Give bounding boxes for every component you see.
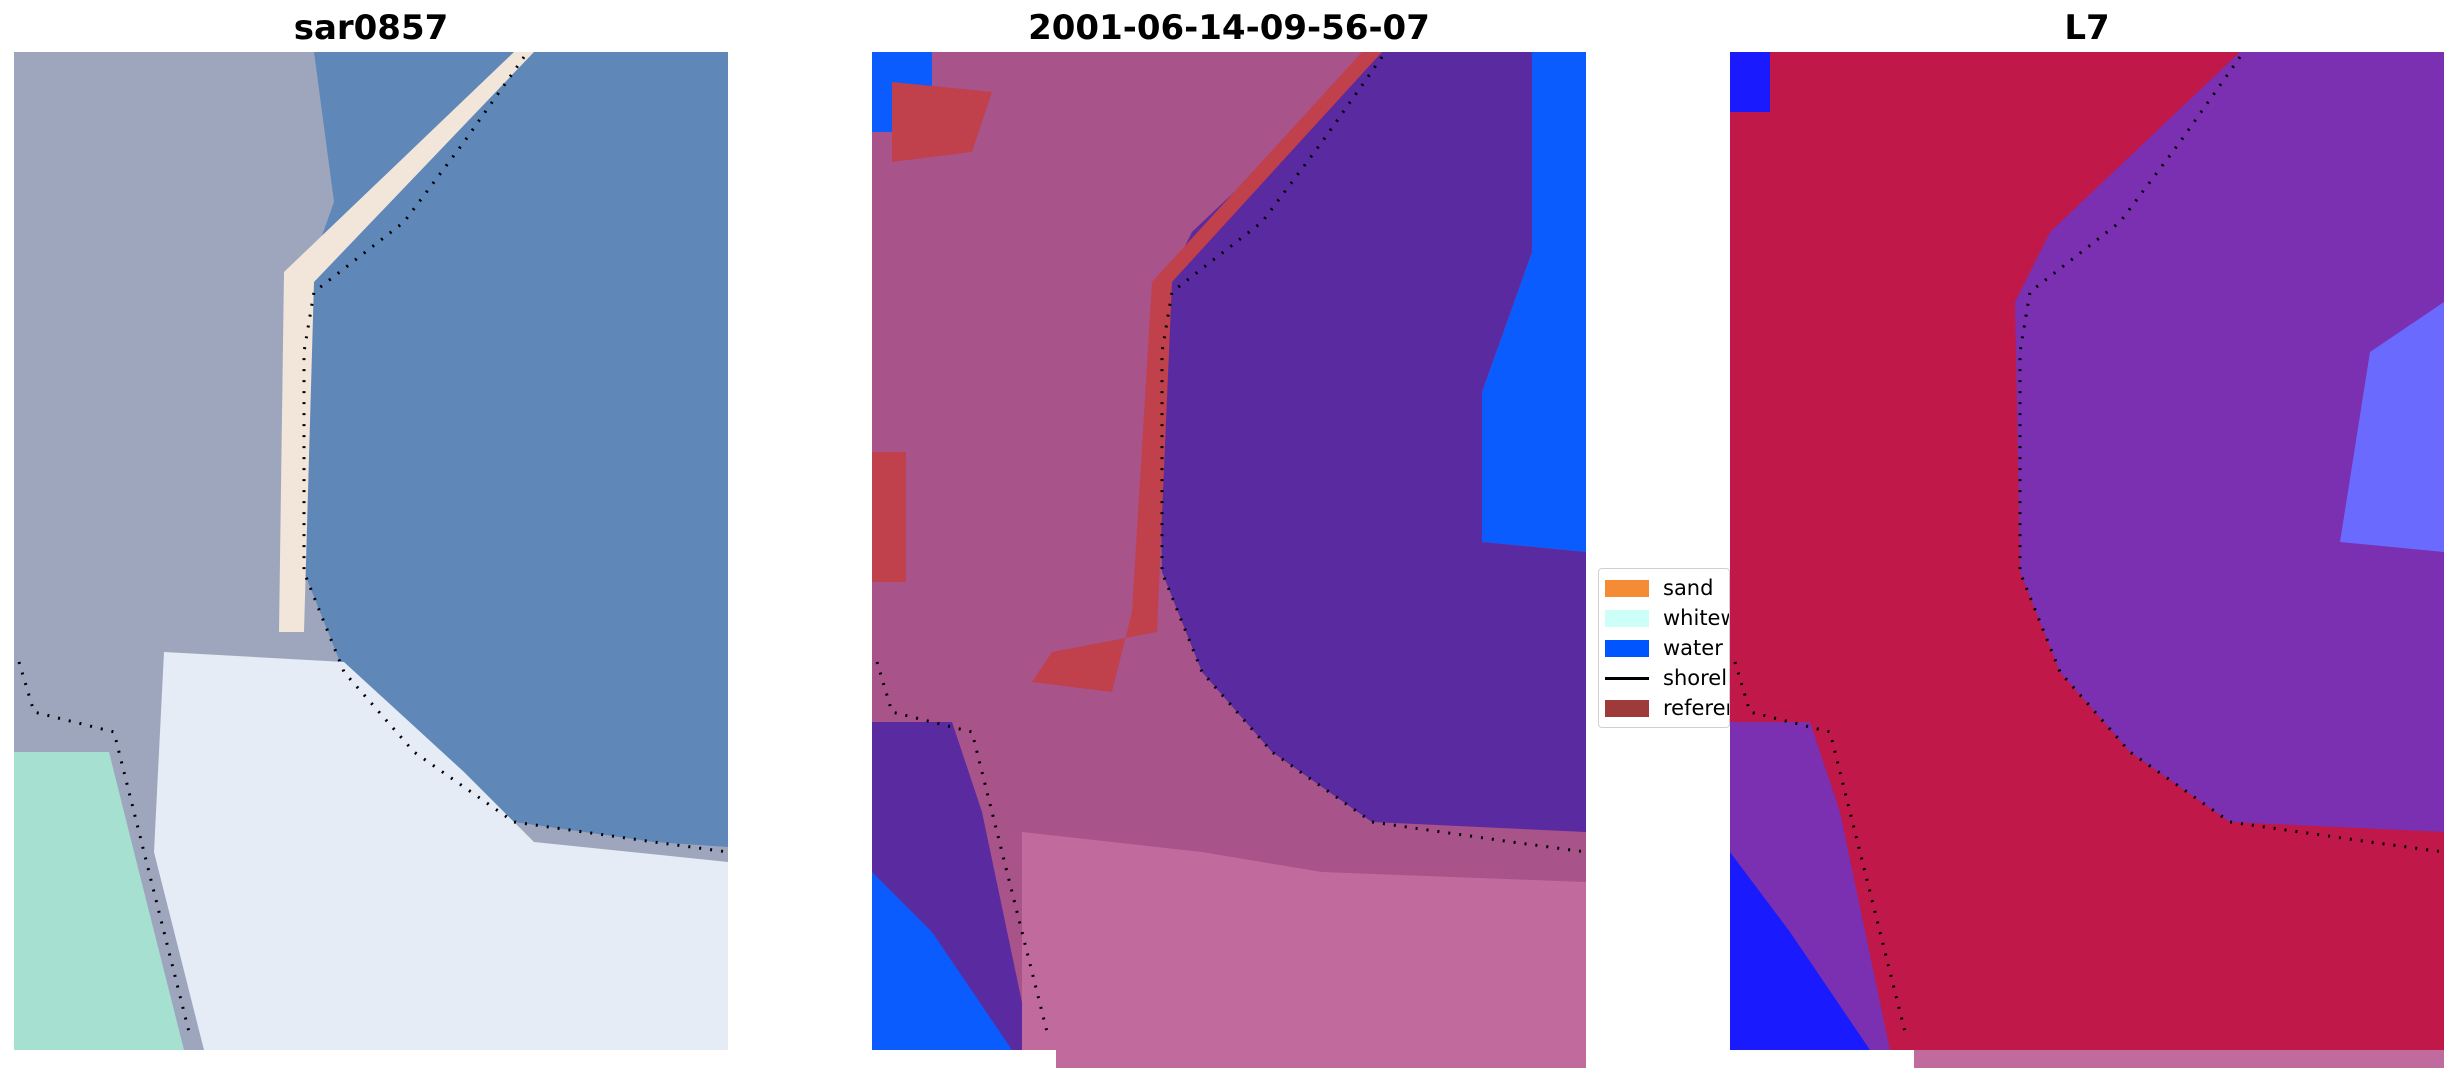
shoreline: [17, 56, 728, 1033]
water-area: [299, 52, 728, 847]
legend-item-shoreline: shoreline: [1605, 665, 1729, 691]
water-class: [1157, 52, 1586, 832]
whitewater-area: [154, 652, 728, 1050]
legend-label: sand: [1663, 576, 1714, 600]
water-blue-area-right: [1482, 52, 1586, 552]
whitewater-swatch: [1605, 609, 1649, 627]
water-blue-area-left: [872, 872, 1012, 1050]
classification-panel: [872, 52, 1586, 1068]
classification-image: [872, 52, 1586, 1068]
legend-item-water: water: [1605, 635, 1723, 661]
shoreline: [1733, 56, 2444, 1033]
sand-swatch: [1605, 579, 1649, 597]
water-index-corner: [1730, 52, 1770, 112]
legend-label: shoreline: [1663, 666, 1729, 690]
legend-label: water: [1663, 636, 1723, 660]
panel-title-classification: 2001-06-14-09-56-07: [1028, 8, 1430, 48]
water-index: [2015, 52, 2444, 832]
index-image: [1730, 52, 2444, 1068]
rgb-image: [14, 52, 728, 1050]
road-class-left: [872, 452, 906, 582]
reference-swatch: [1605, 699, 1649, 717]
water-swatch: [1605, 639, 1649, 657]
road-strip: [279, 52, 534, 632]
land-pink-strip: [1914, 1050, 2444, 1068]
land-pink-area: [1022, 832, 1586, 1050]
water-index-light: [2340, 302, 2444, 552]
rgb-image-panel: [14, 52, 728, 1050]
panel-title-index: L7: [2064, 8, 2110, 48]
legend-item-reference: reference: [1605, 695, 1729, 721]
land-pink-strip: [1056, 1050, 1586, 1068]
shoreline-line-swatch: [1605, 676, 1649, 680]
water-index-blue: [1730, 852, 1870, 1050]
legend-item-sand: sand: [1605, 575, 1713, 601]
shoreline: [875, 56, 1586, 1033]
legend-label: reference: [1663, 696, 1729, 720]
index-image-panel: [1730, 52, 2444, 1068]
road-class-topleft: [892, 82, 992, 162]
vegetation-area: [14, 752, 184, 1050]
panel-title-rgb: sar0857: [293, 8, 449, 48]
